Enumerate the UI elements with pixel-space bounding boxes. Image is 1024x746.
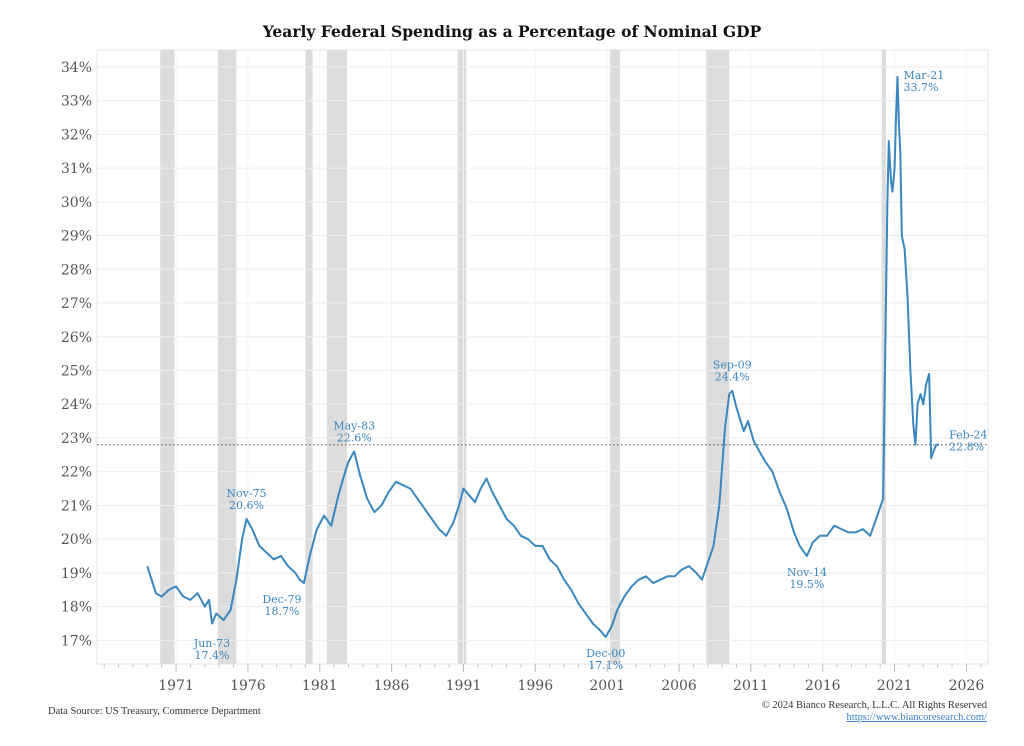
annotation-value: 24.4% [715, 371, 750, 384]
x-tick-label: 2011 [733, 678, 769, 694]
y-tick-label: 30% [61, 195, 92, 211]
y-tick-label: 23% [61, 431, 92, 447]
annotation-date: Sep-09 [713, 359, 752, 372]
x-tick-label: 2016 [805, 678, 841, 694]
annotation-value: 19.5% [789, 578, 824, 591]
annotation-date: Mar-21 [903, 69, 944, 82]
annotation-value: 33.7% [903, 81, 938, 94]
annotation-date: Nov-14 [787, 566, 827, 579]
y-tick-label: 18% [61, 600, 92, 616]
annotation-value: 20.6% [229, 499, 264, 512]
chart-title: Yearly Federal Spending as a Percentage … [262, 22, 762, 41]
annotation-date: Dec-79 [262, 593, 301, 606]
y-tick-label: 34% [61, 60, 92, 76]
y-tick-label: 28% [61, 262, 92, 278]
copyright-text: © 2024 Bianco Research, L.L.C. All Right… [761, 700, 987, 711]
spending-series-line [146, 76, 940, 638]
x-tick-label: 1986 [374, 678, 410, 694]
annotation-date: May-83 [333, 419, 375, 432]
y-tick-label: 24% [61, 397, 92, 413]
y-tick-label: 20% [61, 532, 92, 548]
y-tick-label: 27% [61, 296, 92, 312]
annotation-value: 22.6% [337, 431, 372, 444]
annotation-value: 22.8% [949, 441, 984, 454]
recession-band [160, 50, 175, 664]
y-tick-label: 17% [61, 633, 92, 649]
x-tick-label: 1976 [230, 678, 266, 694]
plot-frame [96, 49, 989, 665]
annotation-value: 17.1% [588, 659, 623, 672]
y-tick-label: 29% [61, 229, 92, 245]
y-tick-label: 32% [61, 127, 92, 143]
recession-band [305, 50, 313, 664]
website-link[interactable]: https://www.biancoresearch.com/ [846, 712, 987, 723]
annotation-date: Dec-00 [586, 647, 625, 660]
annotation-date: Feb-24 [949, 429, 987, 442]
annotation-date: Nov-75 [226, 487, 266, 500]
annotation-value: 18.7% [264, 605, 299, 618]
recession-band [457, 50, 467, 664]
recession-band [610, 50, 621, 664]
x-tick-label: 1996 [517, 678, 553, 694]
x-tick-label: 1971 [158, 678, 194, 694]
y-tick-label: 26% [61, 330, 92, 346]
footer-credits: © 2024 Bianco Research, L.L.C. All Right… [762, 700, 987, 724]
y-tick-label: 33% [61, 94, 92, 110]
x-tick-label: 1991 [446, 678, 482, 694]
x-tick-label: 1981 [302, 678, 338, 694]
x-tick-label: 2001 [589, 678, 625, 694]
x-tick-label: 2006 [661, 678, 697, 694]
recession-band [326, 50, 348, 664]
y-tick-label: 21% [61, 498, 92, 514]
y-tick-label: 19% [61, 566, 92, 582]
x-tick-label: 2021 [877, 678, 913, 694]
y-tick-label: 22% [61, 465, 92, 481]
data-source-note: Data Source: US Treasury, Commerce Depar… [48, 706, 261, 717]
x-tick-label: 2026 [949, 678, 985, 694]
y-tick-label: 31% [61, 161, 92, 177]
recession-band [217, 50, 237, 664]
recession-band [706, 50, 730, 664]
annotation-value: 17.4% [194, 649, 229, 662]
annotation-date: Jun-73 [193, 637, 230, 650]
recession-band [881, 50, 886, 664]
y-tick-label: 25% [61, 363, 92, 379]
